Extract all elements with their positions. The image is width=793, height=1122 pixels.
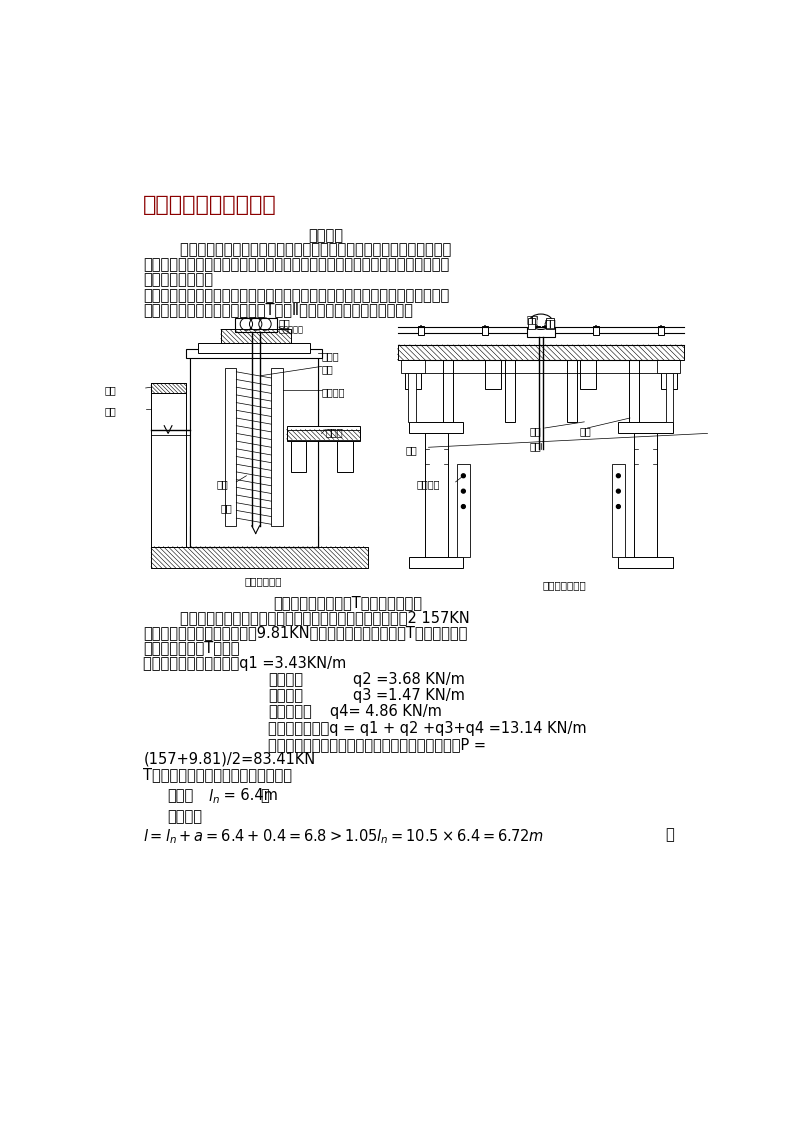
Circle shape — [462, 473, 465, 478]
Polygon shape — [546, 318, 554, 330]
Polygon shape — [287, 425, 360, 441]
Polygon shape — [418, 325, 423, 334]
Text: 双吊点卷扬式起闭机，机座重9.81KN。起闭机放在两根装配式T形梁上，试设: 双吊点卷扬式起闭机，机座重9.81KN。起闭机放在两根装配式T形梁上，试设 — [144, 625, 468, 641]
Polygon shape — [424, 433, 448, 557]
Text: ，: ， — [260, 789, 269, 803]
Text: 取: 取 — [665, 828, 673, 843]
Polygon shape — [290, 352, 318, 546]
Text: 人群荷载：: 人群荷载： — [268, 705, 312, 719]
Text: 启门力、启闭力及机座重（每一根梁各负担一半）P =: 启门力、启闭力及机座重（每一根梁各负担一半）P = — [268, 737, 486, 752]
Circle shape — [462, 505, 465, 508]
Polygon shape — [629, 360, 638, 422]
Polygon shape — [186, 349, 321, 358]
Polygon shape — [408, 374, 416, 422]
Text: 活动门槽: 活动门槽 — [417, 479, 440, 489]
Polygon shape — [151, 384, 186, 394]
Text: 工作桥: 工作桥 — [321, 351, 339, 361]
Polygon shape — [224, 368, 236, 526]
Text: 梁自重：: 梁自重： — [268, 672, 303, 687]
Polygon shape — [190, 352, 213, 546]
Text: 活动门槽: 活动门槽 — [321, 387, 345, 397]
Polygon shape — [661, 360, 676, 388]
Text: 支墩: 支墩 — [105, 406, 117, 416]
Text: 工作桥纵剖面图: 工作桥纵剖面图 — [542, 580, 586, 590]
Polygon shape — [527, 318, 535, 330]
Polygon shape — [409, 557, 463, 568]
Text: q2 =3.68 KN/m: q2 =3.68 KN/m — [354, 672, 465, 687]
Polygon shape — [485, 360, 500, 388]
Circle shape — [616, 505, 620, 508]
Circle shape — [616, 473, 620, 478]
Text: 便桥: 便桥 — [105, 386, 117, 396]
Polygon shape — [612, 465, 625, 557]
Text: q4= 4.86 KN/m: q4= 4.86 KN/m — [330, 705, 442, 719]
Text: 水闸工作桥的内力计算: 水闸工作桥的内力计算 — [144, 195, 277, 214]
Polygon shape — [619, 422, 672, 433]
Text: 计算跨度: 计算跨度 — [167, 809, 202, 825]
Text: 主机: 主机 — [527, 314, 538, 324]
Text: 横梁: 横梁 — [529, 425, 541, 435]
Polygon shape — [658, 325, 664, 334]
Polygon shape — [593, 325, 599, 334]
Text: 主机: 主机 — [279, 318, 291, 328]
Text: $l = l_n + a = 6.4+0.4 = 6.8 >1.05l_n = 10.5\times6.4 = 6.72m$: $l = l_n + a = 6.4+0.4 = 6.8 >1.05l_n = … — [144, 828, 544, 846]
Text: (157+9.81)/2=83.41KN: (157+9.81)/2=83.41KN — [144, 752, 316, 766]
Polygon shape — [190, 526, 318, 546]
Text: 螺杆: 螺杆 — [529, 441, 541, 451]
Text: 纵梁: 纵梁 — [580, 425, 592, 435]
Polygon shape — [271, 368, 283, 526]
Text: 闸室是水闸用以挡水和控制过闸水流的主体部分。闸室主要由底版、闸墩、闸门: 闸室是水闸用以挡水和控制过闸水流的主体部分。闸室主要由底版、闸墩、闸门 — [144, 257, 450, 272]
Text: 计一钢筋混凝土T形梁。: 计一钢筋混凝土T形梁。 — [144, 640, 239, 655]
Polygon shape — [657, 360, 680, 374]
Text: 一、概述: 一、概述 — [308, 229, 343, 243]
Text: T形梁为搁置在工作桥墩上的简支梁。: T形梁为搁置在工作桥墩上的简支梁。 — [144, 767, 293, 782]
Text: 混凝土机墩: 混凝土机墩 — [279, 325, 304, 334]
Polygon shape — [151, 392, 186, 546]
Text: 如图所示为一三孔拦洪闸的示意图。中孔兼做通航孔，选用2 157KN: 如图所示为一三孔拦洪闸的示意图。中孔兼做通航孔，选用2 157KN — [144, 610, 470, 625]
Polygon shape — [567, 360, 577, 422]
Text: 梁净跨: 梁净跨 — [167, 789, 193, 803]
Polygon shape — [190, 352, 318, 546]
Text: 栏杆重：: 栏杆重： — [268, 688, 303, 703]
Text: 及工作桥等组成。: 及工作桥等组成。 — [144, 272, 213, 287]
Text: 水闸属于既能关闭闸门拦挡水流，又能开启闸门泄（引）水的建筑物。: 水闸属于既能关闭闸门拦挡水流，又能开启闸门泄（引）水的建筑物。 — [144, 242, 451, 257]
Text: 已知条件：悬臂板自重：q1 =3.43KN/m: 已知条件：悬臂板自重：q1 =3.43KN/m — [144, 656, 347, 671]
Polygon shape — [619, 557, 672, 568]
Circle shape — [462, 489, 465, 493]
Polygon shape — [666, 374, 673, 422]
Polygon shape — [401, 360, 424, 374]
Text: 闸门: 闸门 — [217, 479, 228, 489]
Text: q3 =1.47 KN/m: q3 =1.47 KN/m — [354, 688, 465, 703]
Text: 工作桥是为了安置闸门启闭设备和工作人员操作而设置的。工作桥结构形式一般: 工作桥是为了安置闸门启闭设备和工作人员操作而设置的。工作桥结构形式一般 — [144, 288, 450, 303]
Text: 支墩: 支墩 — [405, 445, 417, 454]
Polygon shape — [443, 360, 453, 422]
Text: 梁上均布荷载：q = q1 + q2 +q3+q4 =13.14 KN/m: 梁上均布荷载：q = q1 + q2 +q3+q4 =13.14 KN/m — [268, 720, 587, 736]
Circle shape — [616, 489, 620, 493]
Text: 可采用预制构件，利用两根预制T型或Ⅱ型梁进行现场吊装拼接而成。: 可采用预制构件，利用两根预制T型或Ⅱ型梁进行现场吊装拼接而成。 — [144, 303, 413, 318]
Polygon shape — [634, 433, 657, 557]
Text: $l_n$: $l_n$ — [208, 788, 220, 807]
Polygon shape — [405, 360, 421, 388]
Polygon shape — [482, 325, 488, 334]
Text: 闸墩: 闸墩 — [220, 503, 232, 513]
Polygon shape — [337, 441, 353, 472]
Polygon shape — [580, 360, 596, 388]
Text: 二、水闸工作桥预制T形梁的内力计算: 二、水闸工作桥预制T形梁的内力计算 — [274, 595, 423, 610]
Polygon shape — [409, 422, 463, 433]
Polygon shape — [458, 465, 469, 557]
Text: 螺杆: 螺杆 — [321, 365, 333, 374]
Polygon shape — [542, 325, 548, 334]
Polygon shape — [290, 441, 306, 472]
Text: = 6.4m: = 6.4m — [219, 789, 278, 803]
Polygon shape — [527, 328, 555, 337]
Text: 揽桁: 揽桁 — [545, 318, 557, 328]
Polygon shape — [534, 325, 540, 334]
Text: 公路桥: 公路桥 — [325, 427, 343, 438]
Text: 闸室纵剖面图: 闸室纵剖面图 — [244, 576, 282, 586]
Polygon shape — [197, 342, 310, 352]
Polygon shape — [505, 360, 515, 422]
Polygon shape — [235, 318, 277, 332]
